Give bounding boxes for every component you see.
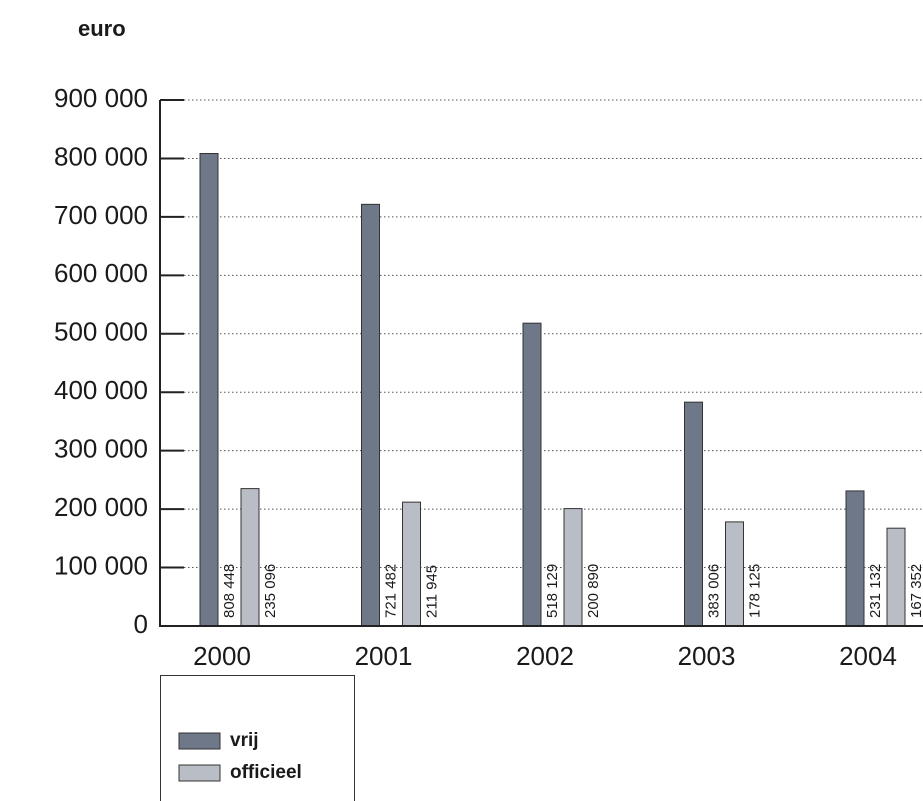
y-tick-label: 100 000	[54, 550, 148, 580]
y-tick-label: 800 000	[54, 141, 148, 171]
bar	[522, 322, 542, 627]
y-tick-label: 500 000	[54, 317, 148, 347]
value-label: 231 132	[867, 564, 884, 618]
x-tick-label: 2003	[678, 641, 736, 671]
bar	[402, 501, 421, 627]
x-tick-label: 2002	[516, 641, 574, 671]
value-label: 200 890	[585, 564, 602, 618]
y-tick-label: 200 000	[54, 492, 148, 522]
y-tick-label: 900 000	[54, 83, 148, 113]
unit-label: euro	[78, 16, 126, 41]
bar	[725, 521, 744, 627]
legend-swatch	[178, 732, 221, 750]
value-label: 721 482	[382, 564, 399, 618]
bar	[845, 490, 865, 627]
legend-label: vrij	[230, 730, 259, 751]
bar	[684, 401, 703, 627]
value-label: 178 125	[746, 564, 763, 618]
y-tick-label: 400 000	[54, 375, 148, 405]
y-tick-label: 0	[134, 609, 148, 639]
value-label: 167 352	[908, 564, 923, 618]
legend-swatch	[178, 764, 221, 782]
value-label: 235 096	[262, 564, 279, 618]
x-tick-label: 2001	[355, 641, 413, 671]
value-label: 383 006	[705, 564, 722, 618]
bar	[886, 527, 906, 627]
value-label: 808 448	[221, 564, 238, 618]
y-tick-label: 700 000	[54, 200, 148, 230]
value-label: 211 945	[423, 565, 440, 618]
x-tick-label: 2000	[193, 641, 251, 671]
x-tick-label: 2004	[839, 641, 897, 671]
legend-label: officieel	[230, 762, 302, 783]
value-label: 518 129	[544, 564, 561, 618]
bar	[361, 203, 380, 627]
y-tick-label: 300 000	[54, 434, 148, 464]
y-tick-label: 600 000	[54, 258, 148, 288]
bar	[240, 488, 260, 627]
bar	[563, 508, 583, 627]
bar	[199, 153, 219, 627]
